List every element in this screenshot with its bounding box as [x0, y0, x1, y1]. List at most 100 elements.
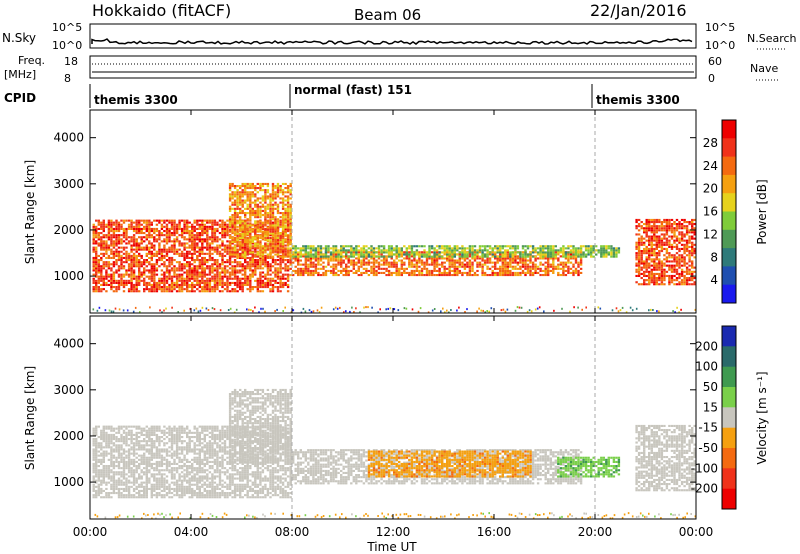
echo-cell: [499, 257, 502, 260]
echo-cell: [281, 244, 285, 247]
echo-cell: [261, 259, 265, 262]
echo-cell: [660, 281, 664, 284]
echo-cell: [544, 274, 547, 277]
echo-cell: [246, 207, 249, 210]
echo-cell: [211, 238, 214, 241]
echo-cell: [226, 281, 229, 284]
echo-cell: [178, 279, 181, 282]
echo-cell: [595, 249, 598, 252]
echo-cell: [196, 265, 199, 268]
echo-cell: [211, 252, 214, 255]
echo-cell: [175, 252, 179, 255]
echo-cell: [120, 238, 123, 241]
echo-cell: [438, 269, 441, 272]
echo-cell: [645, 268, 648, 271]
echo-cell: [524, 249, 527, 252]
echo-cell: [302, 267, 305, 270]
echo-cell: [228, 263, 232, 266]
echo-cell: [148, 232, 151, 235]
echo-cell: [423, 274, 426, 277]
echo-cell: [660, 270, 664, 273]
echo-cell: [221, 290, 224, 293]
echo-cell: [637, 272, 641, 275]
echo-cell: [309, 245, 313, 248]
echo-cell: [231, 193, 234, 196]
echo-cell: [231, 281, 234, 284]
echo-cell: [244, 261, 247, 264]
echo-cell: [650, 268, 653, 271]
echo-cell: [221, 277, 224, 280]
echo-cell: [413, 271, 416, 274]
echo-cell: [132, 252, 136, 255]
echo-cell: [132, 286, 136, 289]
echo-cell: [645, 250, 648, 253]
ground-scatter-cell: [183, 309, 185, 312]
echo-cell: [97, 236, 100, 239]
echo-cell: [329, 259, 333, 262]
echo-cell: [251, 239, 254, 242]
echo-cell: [92, 475, 95, 478]
echo-cell: [463, 263, 467, 266]
echo-cell: [286, 212, 290, 215]
echo-cell: [201, 279, 204, 282]
echo-cell: [567, 253, 570, 256]
echo-cell: [655, 218, 658, 221]
echo-cell: [405, 247, 408, 250]
echo-cell: [173, 234, 176, 237]
echo-cell: [650, 247, 653, 250]
echo-cell: [691, 247, 694, 250]
echo-cell: [549, 249, 552, 252]
echo-cell: [569, 271, 573, 274]
echo-cell: [481, 255, 484, 258]
echo-cell: [107, 248, 111, 251]
echo-cell: [218, 254, 222, 257]
echo-cell: [425, 267, 429, 270]
echo-cell: [415, 253, 419, 256]
echo-cell: [160, 248, 164, 251]
echo-cell: [637, 229, 641, 232]
echo-cell: [683, 264, 686, 267]
echo-cell: [256, 199, 259, 202]
echo-cell: [665, 229, 669, 232]
echo-cell: [539, 257, 542, 260]
echo-cell: [213, 234, 217, 237]
ground-scatter-cell: [621, 306, 624, 309]
echo-cell: [191, 275, 194, 278]
echo-cell: [155, 273, 159, 276]
echo-cell: [481, 251, 484, 254]
echo-cell: [246, 219, 249, 222]
echo-cell: [102, 234, 105, 237]
echo-cell: [668, 252, 671, 255]
echo-cell: [276, 228, 280, 231]
echo-cell: [271, 214, 275, 217]
echo-cell: [178, 221, 181, 224]
echo-cell: [461, 257, 464, 260]
echo-cell: [471, 249, 474, 252]
echo-cell: [233, 212, 237, 215]
echo-cell: [297, 269, 300, 272]
echo-cell: [145, 283, 148, 286]
echo-cell: [259, 277, 262, 280]
echo-cell: [683, 260, 686, 263]
echo-cell: [125, 281, 128, 284]
echo-cell: [534, 251, 537, 254]
echo-cell: [279, 212, 282, 215]
echo-cell: [97, 275, 100, 278]
echo-cell: [554, 249, 557, 252]
echo-cell: [456, 259, 459, 262]
echo-cell: [256, 187, 259, 190]
echo-cell: [289, 220, 292, 223]
echo-cell: [198, 248, 201, 251]
echo-cell: [655, 237, 658, 240]
echo-cell: [403, 251, 406, 254]
echo-cell: [107, 219, 111, 222]
echo-cell: [100, 246, 103, 249]
echo-cell: [683, 227, 686, 230]
echo-cell: [355, 253, 358, 256]
echo-cell: [221, 219, 224, 222]
echo-cell: [526, 265, 530, 268]
echo-cell: [145, 269, 148, 272]
echo-cell: [549, 253, 552, 256]
ground-scatter-cell: [466, 308, 468, 311]
echo-cell: [203, 238, 206, 241]
